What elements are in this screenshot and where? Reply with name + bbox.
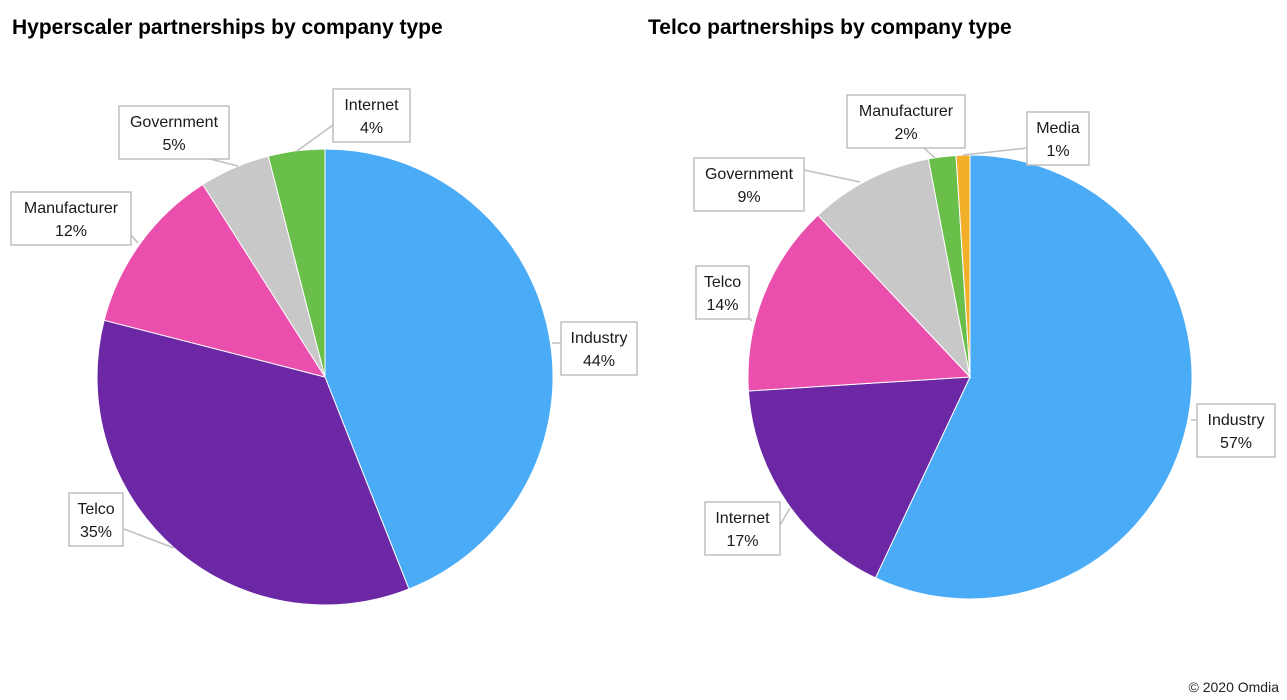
pie-slice-government [817, 158, 971, 379]
data-label-value: 4% [360, 120, 383, 137]
data-label-category: Government [130, 114, 219, 131]
data-label-category: Industry [571, 330, 628, 347]
data-label-media: Media 1% [1026, 111, 1090, 166]
chart-title: Telco partnerships by company type [648, 16, 1012, 39]
leader-line [923, 147, 936, 159]
copyright-notice: © 2020 Omdia [1188, 679, 1279, 695]
data-label-box [118, 105, 230, 160]
data-label-manufacturer: Manufacturer 12% [10, 191, 132, 246]
data-label-manufacturer: Manufacturer 2% [846, 94, 966, 149]
pie-slice-telco [747, 214, 972, 392]
data-label-category: Manufacturer [24, 200, 119, 217]
data-label-category: Media [1036, 120, 1080, 137]
pie-slice-manufacturer [103, 183, 327, 378]
data-label-category: Telco [704, 274, 741, 291]
data-label-value: 2% [894, 126, 917, 143]
leader-line [296, 124, 334, 152]
data-label-category: Industry [1208, 412, 1265, 429]
data-label-value: 57% [1220, 435, 1252, 452]
data-label-value: 5% [162, 137, 185, 154]
pie-chart-2: Telco partnerships by company type Indust… [648, 16, 1276, 600]
data-label-industry: Industry 57% [1196, 403, 1276, 458]
data-label-internet: Internet 4% [332, 88, 411, 143]
data-label-box [560, 321, 638, 376]
leader-line [803, 169, 861, 183]
data-label-value: 17% [726, 533, 758, 550]
data-label-government: Government 9% [693, 157, 805, 212]
data-label-box [1196, 403, 1276, 458]
data-label-box [695, 265, 750, 320]
leader-line [779, 507, 791, 526]
data-label-box [332, 88, 411, 143]
data-label-category: Internet [715, 510, 770, 527]
data-label-government: Government 5% [118, 105, 230, 160]
chart-title: Hyperscaler partnerships by company type [12, 16, 443, 39]
data-label-box [68, 492, 124, 547]
pie-slice-industry [874, 154, 1193, 600]
data-label-box [846, 94, 966, 149]
pie-slice-telco [96, 319, 410, 606]
leader-line [209, 158, 239, 167]
leader-line [962, 147, 1028, 156]
pie-slice-internet [267, 148, 326, 378]
leader-line [123, 528, 175, 549]
data-label-value: 35% [80, 524, 112, 541]
data-label-category: Government [705, 166, 794, 183]
data-label-box [1026, 111, 1090, 166]
data-label-category: Manufacturer [859, 103, 954, 120]
data-label-industry: Industry 44% [560, 321, 638, 376]
data-label-box [10, 191, 132, 246]
leader-line [130, 234, 139, 244]
data-label-value: 9% [737, 189, 760, 206]
pie-slice-industry [324, 148, 554, 590]
data-label-internet: Internet 17% [704, 501, 781, 556]
data-label-telco: Telco 35% [68, 492, 124, 547]
data-label-value: 44% [583, 353, 615, 370]
data-label-category: Internet [344, 97, 399, 114]
data-label-value: 14% [706, 297, 738, 314]
data-label-telco: Telco 14% [695, 265, 750, 320]
data-label-box [704, 501, 781, 556]
data-label-value: 12% [55, 223, 87, 240]
data-label-value: 1% [1046, 143, 1069, 160]
pie-slice-internet [747, 376, 971, 579]
pie-chart-1: Hyperscaler partnerships by company type… [10, 16, 638, 606]
data-label-box [693, 157, 805, 212]
data-label-category: Telco [77, 501, 114, 518]
